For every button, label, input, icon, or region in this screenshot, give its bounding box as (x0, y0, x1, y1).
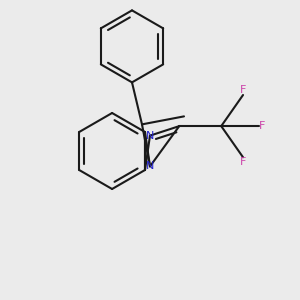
Text: N: N (146, 130, 154, 141)
Text: N: N (146, 161, 154, 171)
Text: F: F (259, 121, 266, 131)
Text: F: F (240, 157, 246, 167)
Text: F: F (240, 85, 246, 95)
